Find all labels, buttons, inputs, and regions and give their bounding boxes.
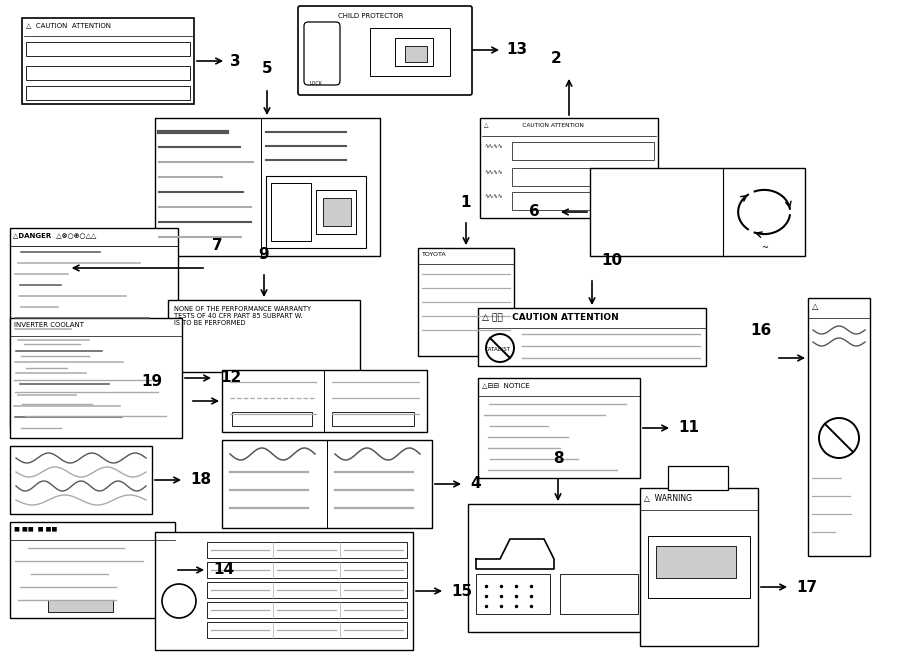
Bar (476, 574, 550, 614)
Bar (323, 198, 351, 226)
Text: 11: 11 (678, 420, 699, 436)
Text: 9: 9 (258, 247, 269, 262)
Text: 5: 5 (262, 61, 273, 76)
FancyBboxPatch shape (304, 22, 340, 85)
Bar (222, 440, 432, 528)
Bar (207, 562, 407, 578)
Text: △DANGER  △⊗○⊕○△△: △DANGER △⊗○⊕○△△ (13, 232, 96, 238)
FancyBboxPatch shape (298, 6, 472, 95)
Bar (512, 192, 654, 210)
Text: 14: 14 (213, 563, 234, 578)
Text: △⊟⊟  NOTICE: △⊟⊟ NOTICE (482, 382, 529, 388)
Bar (648, 536, 750, 598)
Bar (478, 378, 640, 478)
Text: 7: 7 (212, 238, 222, 253)
Bar (207, 542, 407, 558)
Text: 4: 4 (470, 477, 481, 492)
Bar (222, 370, 427, 432)
Bar (10, 446, 152, 514)
Text: 13: 13 (506, 42, 527, 58)
Text: ■ ■■  ■ ■■: ■ ■■ ■ ■■ (14, 526, 58, 531)
Bar (207, 602, 407, 618)
Bar (480, 118, 658, 218)
Bar (370, 28, 450, 76)
Bar (405, 46, 427, 62)
Text: 16: 16 (751, 323, 772, 338)
Bar (10, 318, 182, 438)
Bar (271, 183, 310, 241)
Bar (560, 574, 638, 614)
Bar (26, 66, 190, 80)
Text: △  CAUTION  ATTENTION: △ CAUTION ATTENTION (26, 22, 111, 28)
Text: CATALYST: CATALYST (485, 347, 511, 352)
Bar (512, 142, 654, 160)
Bar (395, 38, 433, 66)
Bar (155, 532, 413, 650)
Bar (207, 622, 407, 638)
Bar (232, 412, 312, 426)
Bar (22, 18, 194, 104)
Bar (808, 298, 870, 556)
Text: △: △ (812, 302, 818, 311)
Bar (332, 412, 414, 426)
Bar (10, 522, 175, 618)
Bar (468, 504, 648, 632)
Text: 15: 15 (451, 584, 472, 598)
Bar (418, 248, 514, 356)
Bar (10, 228, 178, 428)
Text: 10: 10 (601, 253, 623, 268)
Bar (168, 300, 360, 372)
Text: 6: 6 (529, 204, 540, 219)
Bar (668, 466, 728, 490)
Text: ∿∿∿∿: ∿∿∿∿ (484, 144, 502, 149)
Bar (478, 308, 706, 366)
Bar (26, 42, 190, 56)
Text: ∿∿∿∿: ∿∿∿∿ (484, 194, 502, 199)
Text: ∿∿∿∿: ∿∿∿∿ (484, 170, 502, 175)
Text: LOCK: LOCK (310, 81, 323, 86)
Bar (590, 168, 805, 256)
Bar (640, 488, 758, 646)
Bar (512, 168, 654, 186)
Text: 19: 19 (141, 374, 162, 389)
Text: TOYOTA: TOYOTA (422, 252, 446, 257)
Text: NONE OF THE PERFORMANCE WARRANTY
TESTS OF 40 CFR PART 85 SUBPART W.
IS TO BE PER: NONE OF THE PERFORMANCE WARRANTY TESTS O… (174, 306, 311, 326)
Text: 12: 12 (220, 371, 241, 385)
Text: 17: 17 (796, 580, 817, 594)
Text: △                  CAUTION ATTENTION: △ CAUTION ATTENTION (484, 122, 584, 127)
Bar (656, 546, 736, 578)
Bar (266, 176, 365, 248)
Text: 2: 2 (551, 51, 562, 66)
Bar (207, 582, 407, 598)
Text: △ 警告   CAUTION ATTENTION: △ 警告 CAUTION ATTENTION (482, 312, 619, 321)
Bar (26, 86, 190, 100)
Text: 8: 8 (553, 451, 563, 466)
Text: △  WARNING: △ WARNING (644, 494, 692, 503)
Bar (316, 190, 356, 234)
Text: 3: 3 (230, 54, 240, 69)
Text: CHILD PROTECTOR: CHILD PROTECTOR (338, 13, 403, 19)
Text: 1: 1 (461, 195, 472, 210)
Text: 18: 18 (190, 473, 212, 488)
Bar (155, 118, 380, 256)
Text: ~: ~ (760, 243, 768, 253)
Text: INVERTER COOLANT: INVERTER COOLANT (14, 322, 84, 328)
Bar (48, 600, 113, 612)
